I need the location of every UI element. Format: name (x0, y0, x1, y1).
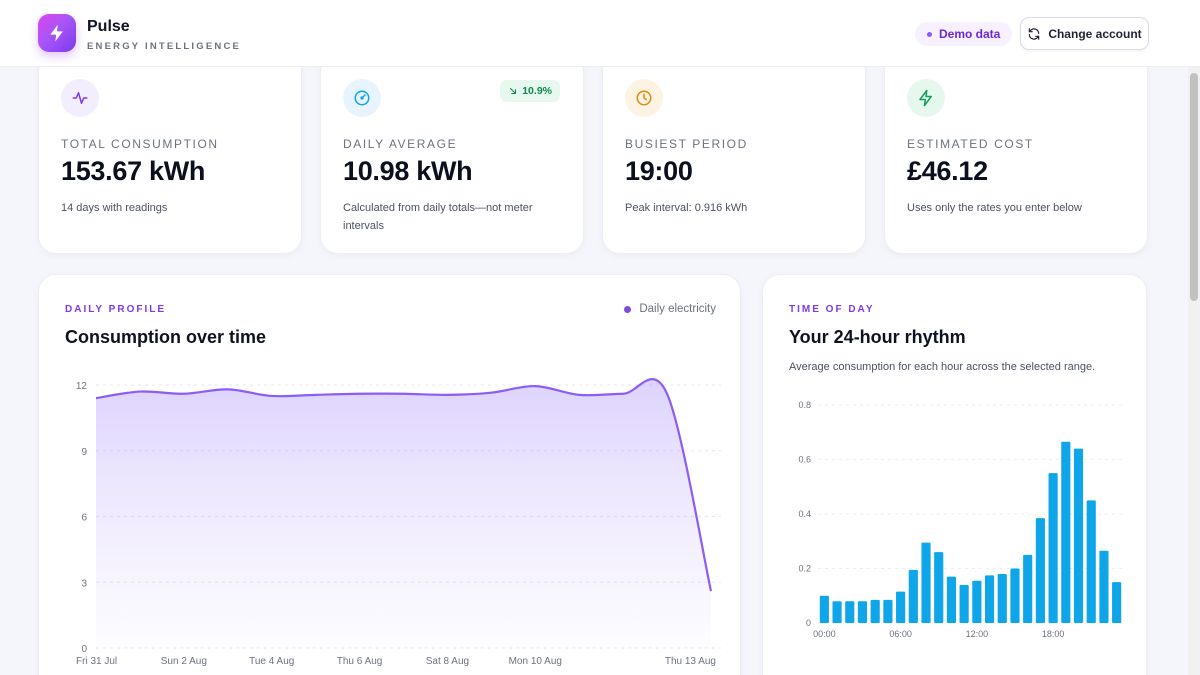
hour-bar (1073, 448, 1084, 623)
x-tick-label: Sun 2 Aug (161, 656, 207, 667)
stat-label: ESTIMATED COST (907, 137, 1034, 151)
app-header: Pulse ENERGY INTELLIGENCE Demo data Chan… (0, 0, 1200, 67)
y-tick-label: 0 (81, 644, 87, 655)
y-tick-label: 0 (806, 618, 811, 628)
stat-value: £46.12 (907, 156, 988, 186)
hourly-consumption-chart: 0 0.2 0.4 0.6 0.8 00:00 06:00 12:00 18:00 (798, 400, 1123, 639)
hour-bar (883, 599, 893, 623)
gauge-icon (354, 90, 370, 106)
area-fill (96, 379, 711, 648)
demo-data-badge: Demo data (915, 22, 1013, 46)
bolt-icon (50, 24, 63, 42)
hour-bar (896, 591, 906, 623)
change-account-button[interactable]: Change account (1020, 17, 1149, 50)
x-tick-label: Sat 8 Aug (426, 656, 469, 667)
hour-bar (819, 595, 829, 623)
x-tick-label: Tue 4 Aug (249, 656, 294, 667)
y-tick-label: 12 (76, 381, 88, 392)
chart-legend: Daily electricity (624, 303, 716, 315)
stat-card-daily-average: 10.9% DAILY AVERAGE 10.98 kWh Calculated… (320, 54, 584, 254)
brand-name: Pulse (87, 18, 130, 35)
hour-bar (921, 542, 931, 623)
panel-eyebrow: DAILY PROFILE (65, 304, 167, 315)
stat-subtext: Calculated from daily totals—not meter i… (343, 202, 533, 232)
stat-label: BUSIEST PERIOD (625, 137, 748, 151)
stat-card-busiest-period: BUSIEST PERIOD 19:00 Peak interval: 0.91… (602, 54, 866, 254)
panel-title: Consumption over time (65, 327, 267, 347)
hour-bar (857, 601, 868, 623)
hour-bar (908, 569, 918, 623)
x-tick-label: 00:00 (813, 629, 836, 639)
bolt-icon (919, 89, 932, 107)
trend-value: 10.9% (522, 85, 552, 97)
hour-bar (1086, 500, 1096, 623)
y-tick-label: 9 (81, 447, 87, 458)
trend-badge: 10.9% (500, 80, 560, 102)
status-dot (927, 31, 932, 37)
hour-bar (1112, 582, 1122, 623)
stat-value: 19:00 (625, 156, 693, 186)
hour-bar (870, 599, 880, 623)
hour-bar (984, 575, 995, 623)
panel-title: Your 24-hour rhythm (789, 327, 966, 347)
y-tick-label: 0.8 (798, 400, 811, 410)
stat-icon-box (343, 79, 381, 117)
stat-label: TOTAL CONSUMPTION (61, 137, 219, 151)
legend-swatch (624, 305, 632, 313)
y-tick-label: 0.2 (798, 564, 811, 574)
daily-profile-panel: DAILY PROFILE Consumption over time Dail… (38, 274, 741, 675)
change-account-label: Change account (1048, 26, 1142, 41)
hour-bar (1099, 550, 1109, 623)
stat-value: 10.98 kWh (343, 156, 473, 186)
stat-label: DAILY AVERAGE (343, 137, 458, 151)
stat-icon-box (625, 79, 663, 117)
hour-bar (934, 552, 944, 623)
panel-eyebrow: TIME OF DAY (789, 304, 875, 315)
refresh-icon (1029, 27, 1040, 40)
brand-tagline: ENERGY INTELLIGENCE (87, 41, 242, 52)
stat-subtext: 14 days with readings (61, 202, 168, 214)
x-tick-label: 18:00 (1042, 629, 1065, 639)
hour-bar (972, 580, 982, 623)
stat-subtext: Peak interval: 0.916 kWh (625, 202, 748, 214)
stat-value: 153.67 kWh (61, 156, 206, 186)
daily-consumption-chart: 0 3 6 9 12 Fri 31 Jul Sun 2 Aug Tue 4 Aug Thu 6 … (76, 378, 721, 667)
y-tick-label: 6 (81, 513, 87, 524)
x-tick-label: Thu 6 Aug (337, 656, 383, 667)
stat-subtext: Uses only the rates you enter below (907, 202, 1082, 214)
series-line (95, 378, 713, 592)
x-tick-label: Thu 13 Aug (665, 656, 716, 667)
demo-data-label: Demo data (939, 27, 1001, 41)
x-tick-label: 06:00 (889, 629, 912, 639)
hour-bar (959, 584, 969, 623)
hour-bar (845, 601, 855, 623)
hour-bar (1023, 554, 1033, 623)
hour-bar (1035, 518, 1045, 623)
arrow-down-right-icon (510, 87, 517, 95)
panel-description: Average consumption for each hour across… (789, 361, 1096, 373)
stat-icon-box (907, 79, 945, 117)
hour-bar (832, 601, 842, 623)
hour-bar (1061, 441, 1071, 623)
stat-icon-box (61, 79, 99, 117)
y-tick-label: 0.6 (798, 455, 811, 465)
hour-bar (946, 576, 957, 623)
logo-badge[interactable] (38, 14, 76, 52)
hour-bar (997, 573, 1007, 623)
hourly-rhythm-panel: TIME OF DAY Your 24-hour rhythm Average … (762, 274, 1147, 675)
scrollbar-thumb[interactable] (1190, 73, 1198, 301)
y-tick-label: 0.4 (798, 509, 811, 519)
x-tick-label: 12:00 (966, 629, 989, 639)
stat-card-total-consumption: TOTAL CONSUMPTION 153.67 kWh 14 days wit… (38, 54, 302, 254)
x-tick-label: Mon 10 Aug (509, 656, 562, 667)
hour-bar (1048, 473, 1058, 623)
legend-label: Daily electricity (639, 303, 716, 315)
page-scrollbar[interactable] (1188, 67, 1200, 675)
x-tick-label: Fri 31 Jul (76, 656, 117, 667)
hour-bar (1010, 568, 1020, 623)
clock-icon (636, 90, 652, 106)
activity-icon (72, 92, 88, 104)
stat-card-estimated-cost: ESTIMATED COST £46.12 Uses only the rate… (884, 54, 1148, 254)
y-tick-label: 3 (81, 578, 87, 589)
